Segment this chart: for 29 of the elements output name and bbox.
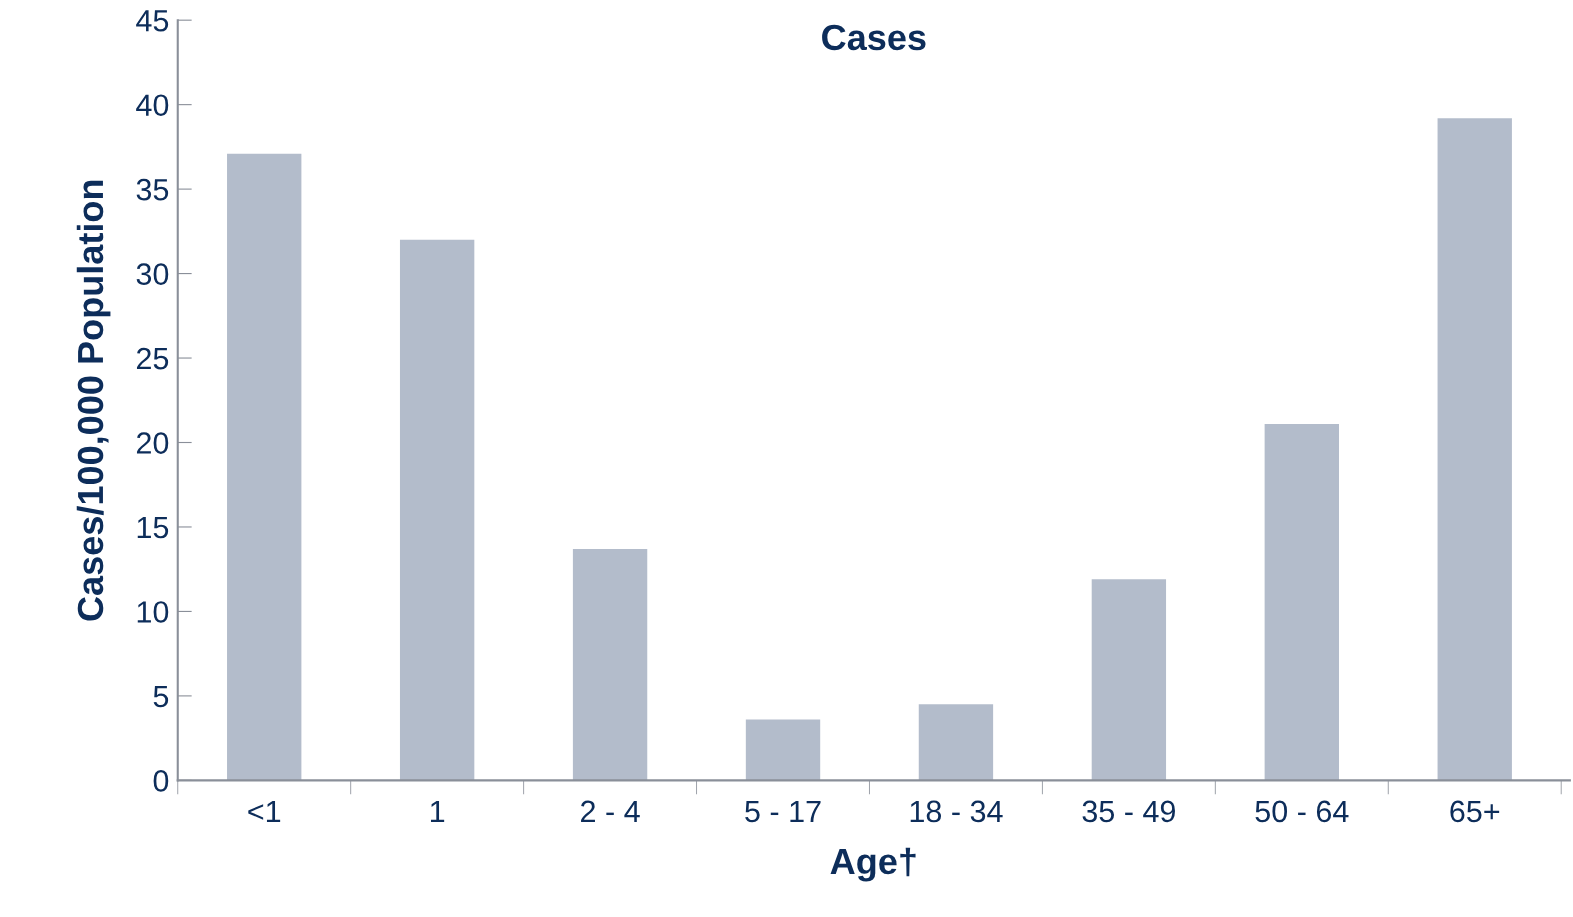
x-tick-label: 5 - 17 — [745, 800, 821, 823]
x-tick-label: 2 - 4 — [581, 800, 640, 822]
y-tick-label: 35 — [136, 178, 169, 201]
bar — [572, 548, 648, 781]
x-tick-label: 35 - 49 — [1082, 800, 1175, 823]
bar — [1091, 579, 1167, 781]
y-tick-label: 20 — [136, 432, 169, 454]
x-axis-title: Age† — [830, 847, 916, 882]
x-tick-label: <1 — [248, 800, 281, 822]
y-tick-label: 30 — [136, 263, 169, 285]
y-tick-label: 40 — [136, 94, 169, 117]
y-tick-label: 10 — [137, 601, 169, 623]
bar — [1264, 423, 1339, 781]
bar — [918, 704, 994, 781]
x-tick-label: 65+ — [1450, 800, 1500, 823]
x-tick-label: 50 - 64 — [1255, 800, 1349, 823]
y-tick-label: 15 — [137, 517, 169, 539]
bar — [227, 153, 302, 781]
y-tick-label: 25 — [136, 347, 169, 370]
chart-title: Cases — [822, 24, 926, 51]
y-axis-title: Cases/100,000 Population — [76, 180, 111, 621]
y-tick-label: 45 — [136, 10, 169, 32]
bar — [745, 719, 821, 781]
x-tick-label: 1 — [430, 800, 445, 822]
x-tick-label: 18 - 34 — [910, 800, 1003, 823]
y-tick-label: 0 — [153, 770, 169, 792]
bar — [399, 239, 475, 781]
bar — [1437, 118, 1512, 781]
y-tick-label: 5 — [153, 685, 169, 708]
